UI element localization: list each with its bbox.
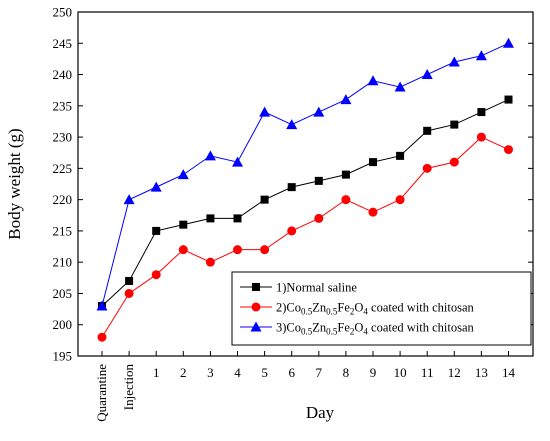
series-2-point	[504, 145, 513, 155]
series-2-point	[314, 213, 324, 223]
x-tick-label: 12	[448, 365, 461, 380]
series-3-point	[367, 75, 379, 86]
legend-entry-2: 2)Co0.5Zn0.5Fe2O4 coated with chitosan	[240, 301, 475, 317]
legend-swatch-marker	[250, 321, 262, 332]
series-1-point	[152, 226, 161, 235]
series-1-point	[314, 176, 323, 185]
series-3-point	[96, 300, 108, 311]
legend: 1)Normal saline 2)Co0.5Zn0.5Fe2O4 coated …	[231, 271, 532, 346]
y-tick-label: 235	[53, 98, 73, 113]
legend-box	[231, 271, 532, 346]
series-1-point	[125, 276, 134, 285]
series-2-point	[287, 226, 297, 236]
y-tick-label: 245	[53, 36, 73, 51]
series-1-point	[504, 95, 513, 104]
legend-swatch-marker	[251, 302, 261, 312]
x-tick-label: 14	[502, 365, 516, 380]
x-tick-label: 9	[370, 365, 377, 380]
series-3-point	[340, 94, 352, 105]
legend-entry-3: 3)Co0.5Zn0.5Fe2O4 coated with chitosan	[240, 321, 475, 337]
series-3-point	[123, 194, 135, 205]
series-3-point	[204, 150, 216, 161]
series-1-point	[369, 158, 377, 167]
series-1-point	[260, 195, 269, 204]
legend-label: 3)Co0.5Zn0.5Fe2O4 coated with chitosan	[276, 321, 475, 337]
series-1-point	[206, 214, 215, 223]
x-tick-label: 6	[288, 365, 295, 380]
series-2	[97, 132, 513, 342]
series-2-point	[205, 257, 215, 267]
series-3-point	[313, 106, 325, 117]
axis-ticks: 195200205210215220225230235240245250Quar…	[53, 5, 533, 422]
legend-entry-1: 1)Normal saline	[240, 281, 357, 295]
series-2-point	[395, 195, 405, 205]
series-2-line	[101, 136, 509, 338]
series-3-point	[286, 119, 298, 130]
x-tick-label: 10	[394, 365, 407, 380]
series-2-point	[422, 163, 432, 173]
x-tick-label: 1	[153, 365, 160, 380]
plot-frame	[77, 11, 534, 357]
x-tick-label: Quarantine	[94, 364, 109, 422]
x-tick-label: 3	[207, 365, 214, 380]
series-1-point	[179, 220, 188, 229]
legend-label: 1)Normal saline	[276, 281, 357, 295]
series-3-point	[421, 69, 433, 80]
series-3-point	[232, 156, 243, 167]
y-tick-label: 210	[53, 255, 73, 270]
series-2-point	[368, 207, 378, 217]
series-3-point	[150, 181, 162, 192]
series-3-point	[475, 50, 487, 61]
x-tick-label: 8	[343, 365, 350, 380]
series-2-point	[151, 270, 161, 280]
y-tick-label: 205	[53, 286, 73, 301]
y-tick-label: 230	[53, 130, 73, 145]
series-3	[96, 37, 514, 311]
series-2-point	[449, 157, 459, 167]
legend-swatch-marker	[252, 283, 260, 291]
series-1-point	[233, 214, 242, 223]
series-2-point	[124, 288, 134, 298]
x-tick-label: 2	[180, 365, 187, 380]
y-tick-label: 220	[53, 192, 73, 207]
x-axis-label: Day	[306, 403, 335, 422]
x-tick-label: Injection	[121, 364, 136, 411]
series-2-point	[476, 132, 486, 142]
y-tick-label: 250	[53, 5, 73, 20]
x-tick-label: 11	[421, 365, 434, 380]
legend-label: 2)Co0.5Zn0.5Fe2O4 coated with chitosan	[276, 301, 475, 317]
y-tick-label: 200	[53, 317, 73, 332]
series-3-point	[259, 106, 271, 117]
y-tick-label: 240	[53, 67, 73, 82]
y-axis-label: Body weight (g)	[5, 128, 24, 239]
series-2-point	[97, 332, 107, 342]
series-1-point	[450, 120, 459, 129]
series-3-point	[503, 37, 514, 48]
x-tick-label: 7	[316, 365, 323, 380]
x-tick-label: 5	[261, 365, 268, 380]
series-1-point	[341, 170, 350, 179]
series-3-point	[177, 169, 189, 180]
series-3-point	[394, 81, 406, 92]
series-1-point	[423, 126, 432, 135]
series-2-point	[260, 245, 270, 255]
series-1-point	[396, 151, 405, 160]
series-2-point	[233, 245, 242, 255]
x-tick-label: 13	[475, 365, 488, 380]
y-tick-label: 195	[53, 349, 73, 364]
y-tick-label: 225	[53, 161, 73, 176]
y-tick-label: 215	[53, 223, 73, 238]
series-3-line	[101, 42, 509, 307]
series-2-point	[178, 245, 188, 255]
series-1-point	[287, 183, 296, 192]
x-tick-label: 4	[234, 365, 241, 380]
series-3-point	[448, 56, 460, 67]
series-1-point	[477, 108, 486, 117]
series-1-line	[101, 99, 509, 307]
series-layer	[96, 37, 514, 342]
series-2-point	[341, 195, 351, 205]
